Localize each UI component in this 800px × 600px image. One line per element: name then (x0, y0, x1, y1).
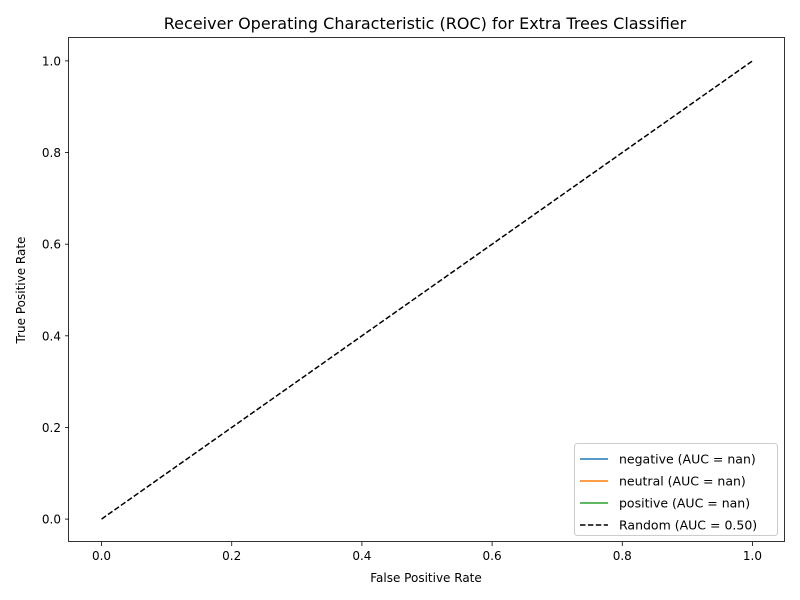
x-tick-label: 0.4 (352, 549, 371, 563)
x-tick-label: 0.8 (613, 549, 632, 563)
legend: negative (AUC = nan) neutral (AUC = nan) p… (574, 443, 778, 536)
series-line (101, 60, 753, 520)
x-tick-label: 1.0 (743, 549, 762, 563)
y-tick-label: 1.0 (42, 54, 61, 68)
y-tick-label: 0.2 (42, 421, 61, 435)
legend-label: neutral (AUC = nan) (619, 474, 746, 489)
y-axis-ticks: 0.0 0.2 0.4 0.6 0.8 1.0 (42, 54, 69, 527)
x-tick-label: 0.0 (92, 549, 111, 563)
legend-label: positive (AUC = nan) (619, 496, 750, 511)
x-tick-label: 0.6 (483, 549, 502, 563)
plot-area (68, 37, 785, 542)
y-tick-label: 0.8 (42, 146, 61, 160)
chart-title: Receiver Operating Characteristic (ROC) … (164, 14, 687, 33)
x-axis-label: False Positive Rate (370, 571, 482, 585)
legend-box (574, 443, 778, 536)
legend-label: Random (AUC = 0.50) (619, 518, 757, 533)
x-tick-label: 0.2 (222, 549, 241, 563)
series-layer (101, 60, 753, 520)
y-tick-label: 0.0 (42, 513, 61, 527)
x-axis-ticks: 0.0 0.2 0.4 0.6 0.8 1.0 (92, 542, 762, 563)
y-tick-label: 0.6 (42, 238, 61, 252)
y-axis-label: True Positive Rate (14, 237, 28, 345)
y-tick-label: 0.4 (42, 329, 61, 343)
legend-label: negative (AUC = nan) (619, 452, 756, 467)
plot-frame (68, 37, 785, 542)
